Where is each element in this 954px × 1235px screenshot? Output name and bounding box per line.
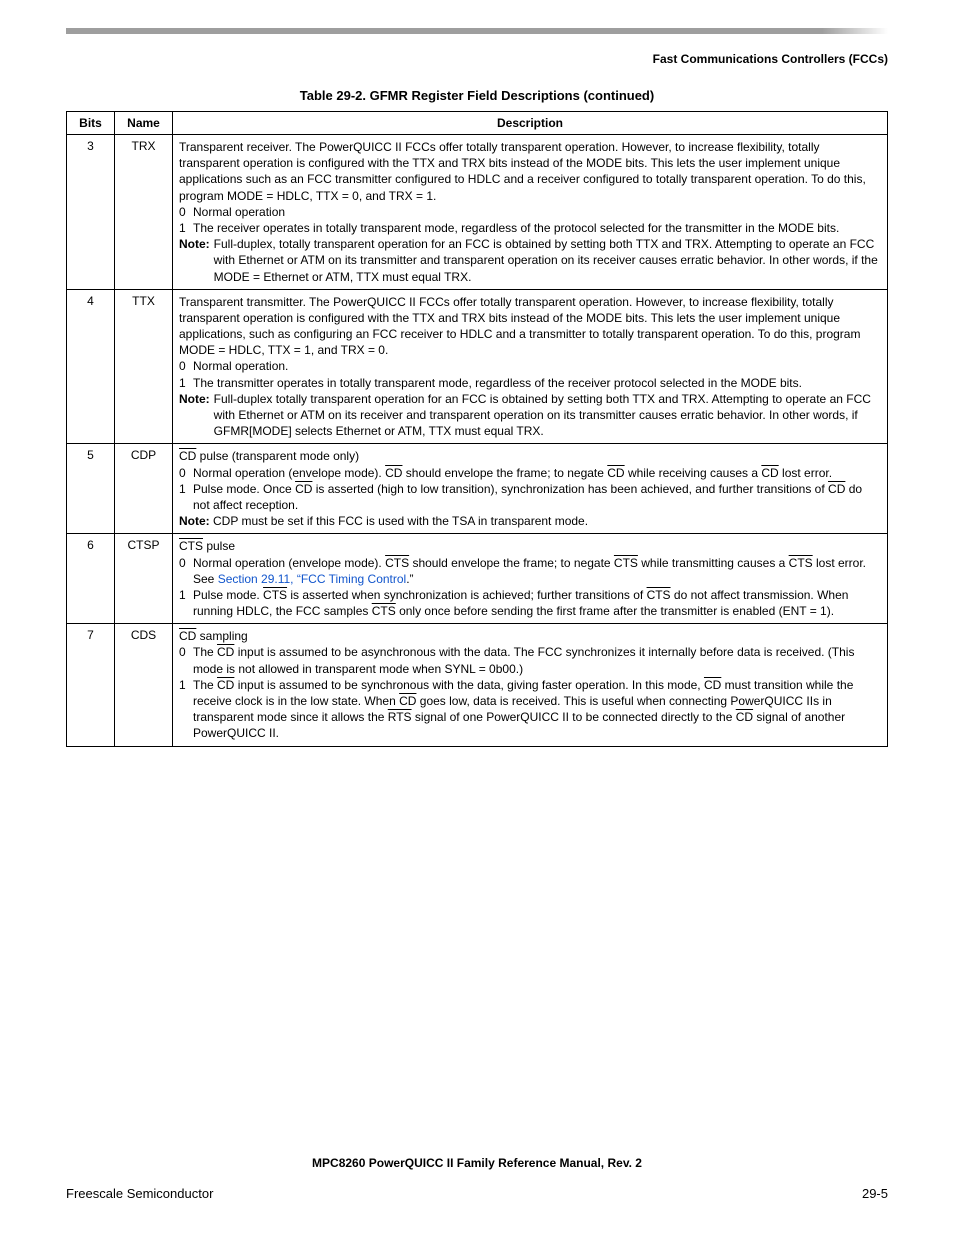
value-text: Normal operation (envelope mode). CTS sh… <box>193 555 881 587</box>
note-block: Note: Full-duplex totally transparent op… <box>179 391 881 440</box>
value-item: 0 Normal operation <box>179 204 881 220</box>
cell-bits: 5 <box>67 444 115 534</box>
footer-row: Freescale Semiconductor 29-5 <box>66 1186 888 1201</box>
value-text: Pulse mode. Once CD is asserted (high to… <box>193 481 881 513</box>
cell-name: CDS <box>115 624 173 746</box>
value-number: 0 <box>179 555 193 587</box>
note-line: Note: CDP must be set if this FCC is use… <box>179 513 881 529</box>
value-number: 1 <box>179 677 193 742</box>
value-number: 1 <box>179 587 193 619</box>
value-item: 0 Normal operation. <box>179 358 881 374</box>
page-footer: MPC8260 PowerQUICC II Family Reference M… <box>66 1156 888 1201</box>
section-title: Fast Communications Controllers (FCCs) <box>66 52 888 66</box>
value-text: The CD input is assumed to be asynchrono… <box>193 644 881 676</box>
register-table: Bits Name Description 3 TRX Transparent … <box>66 111 888 747</box>
value-item: 0 Normal operation (envelope mode). CTS … <box>179 555 881 587</box>
value-list: 0 Normal operation (envelope mode). CTS … <box>179 555 881 620</box>
value-item: 1 Pulse mode. Once CD is asserted (high … <box>179 481 881 513</box>
value-number: 1 <box>179 375 193 391</box>
cell-name: TRX <box>115 135 173 290</box>
value-list: 0 Normal operation 1 The receiver operat… <box>179 204 881 236</box>
intro-tail: pulse (transparent mode only) <box>196 449 359 463</box>
value-text: Normal operation <box>193 204 881 220</box>
value-number: 1 <box>179 481 193 513</box>
cell-desc: Transparent transmitter. The PowerQUICC … <box>173 289 888 444</box>
cell-bits: 4 <box>67 289 115 444</box>
signal-name: CD <box>179 629 196 643</box>
note-text: Full-duplex, totally transparent operati… <box>214 236 881 285</box>
value-text: The CD input is assumed to be synchronou… <box>193 677 881 742</box>
intro-tail: sampling <box>196 629 247 643</box>
value-item: 1 The receiver operates in totally trans… <box>179 220 881 236</box>
value-item: 1 The transmitter operates in totally tr… <box>179 375 881 391</box>
value-number: 0 <box>179 465 193 481</box>
desc-intro: Transparent receiver. The PowerQUICC II … <box>179 139 881 204</box>
table-row: 7 CDS CD sampling 0 The CD input is assu… <box>67 624 888 746</box>
footer-left: Freescale Semiconductor <box>66 1186 213 1201</box>
value-item: 0 The CD input is assumed to be asynchro… <box>179 644 881 676</box>
page: Fast Communications Controllers (FCCs) T… <box>0 0 954 1235</box>
footer-doc-title: MPC8260 PowerQUICC II Family Reference M… <box>66 1156 888 1170</box>
value-list: 0 Normal operation. 1 The transmitter op… <box>179 358 881 390</box>
table-row: 5 CDP CD pulse (transparent mode only) 0… <box>67 444 888 534</box>
cell-name: TTX <box>115 289 173 444</box>
desc-intro: CD sampling <box>179 628 881 644</box>
col-header-name: Name <box>115 112 173 135</box>
cell-desc: CD sampling 0 The CD input is assumed to… <box>173 624 888 746</box>
table-row: 4 TTX Transparent transmitter. The Power… <box>67 289 888 444</box>
value-number: 0 <box>179 644 193 676</box>
intro-tail: pulse <box>203 539 235 553</box>
cell-bits: 3 <box>67 135 115 290</box>
col-header-desc: Description <box>173 112 888 135</box>
note-label: Note: <box>179 392 210 406</box>
desc-intro: CTS pulse <box>179 538 881 554</box>
value-text: The transmitter operates in totally tran… <box>193 375 881 391</box>
table-row: 6 CTSP CTS pulse 0 Normal operation (env… <box>67 534 888 624</box>
table-row: 3 TRX Transparent receiver. The PowerQUI… <box>67 135 888 290</box>
value-list: 0 Normal operation (envelope mode). CD s… <box>179 465 881 514</box>
value-item: 0 Normal operation (envelope mode). CD s… <box>179 465 881 481</box>
value-number: 0 <box>179 358 193 374</box>
value-number: 1 <box>179 220 193 236</box>
note-label: Note: <box>179 237 210 251</box>
cell-name: CDP <box>115 444 173 534</box>
note-block: Note: Full-duplex, totally transparent o… <box>179 236 881 285</box>
value-number: 0 <box>179 204 193 220</box>
cell-desc: Transparent receiver. The PowerQUICC II … <box>173 135 888 290</box>
cell-bits: 7 <box>67 624 115 746</box>
value-text: Normal operation (envelope mode). CD sho… <box>193 465 881 481</box>
cell-bits: 6 <box>67 534 115 624</box>
signal-name: CD <box>179 449 196 463</box>
value-text: Normal operation. <box>193 358 881 374</box>
cell-desc: CD pulse (transparent mode only) 0 Norma… <box>173 444 888 534</box>
value-text: The receiver operates in totally transpa… <box>193 220 881 236</box>
col-header-bits: Bits <box>67 112 115 135</box>
value-item: 1 Pulse mode. CTS is asserted when synch… <box>179 587 881 619</box>
value-text: Pulse mode. CTS is asserted when synchro… <box>193 587 881 619</box>
note-label: Note: <box>179 514 210 528</box>
value-list: 0 The CD input is assumed to be asynchro… <box>179 644 881 741</box>
note-text: CDP must be set if this FCC is used with… <box>213 514 588 528</box>
signal-name: CTS <box>179 539 203 553</box>
table-caption: Table 29-2. GFMR Register Field Descript… <box>66 88 888 103</box>
desc-intro: CD pulse (transparent mode only) <box>179 448 881 464</box>
cell-desc: CTS pulse 0 Normal operation (envelope m… <box>173 534 888 624</box>
note-text: Full-duplex totally transparent operatio… <box>214 391 881 440</box>
desc-intro: Transparent transmitter. The PowerQUICC … <box>179 294 881 359</box>
cell-name: CTSP <box>115 534 173 624</box>
value-item: 1 The CD input is assumed to be synchron… <box>179 677 881 742</box>
footer-right: 29-5 <box>862 1186 888 1201</box>
top-rule <box>66 28 888 34</box>
table-header-row: Bits Name Description <box>67 112 888 135</box>
